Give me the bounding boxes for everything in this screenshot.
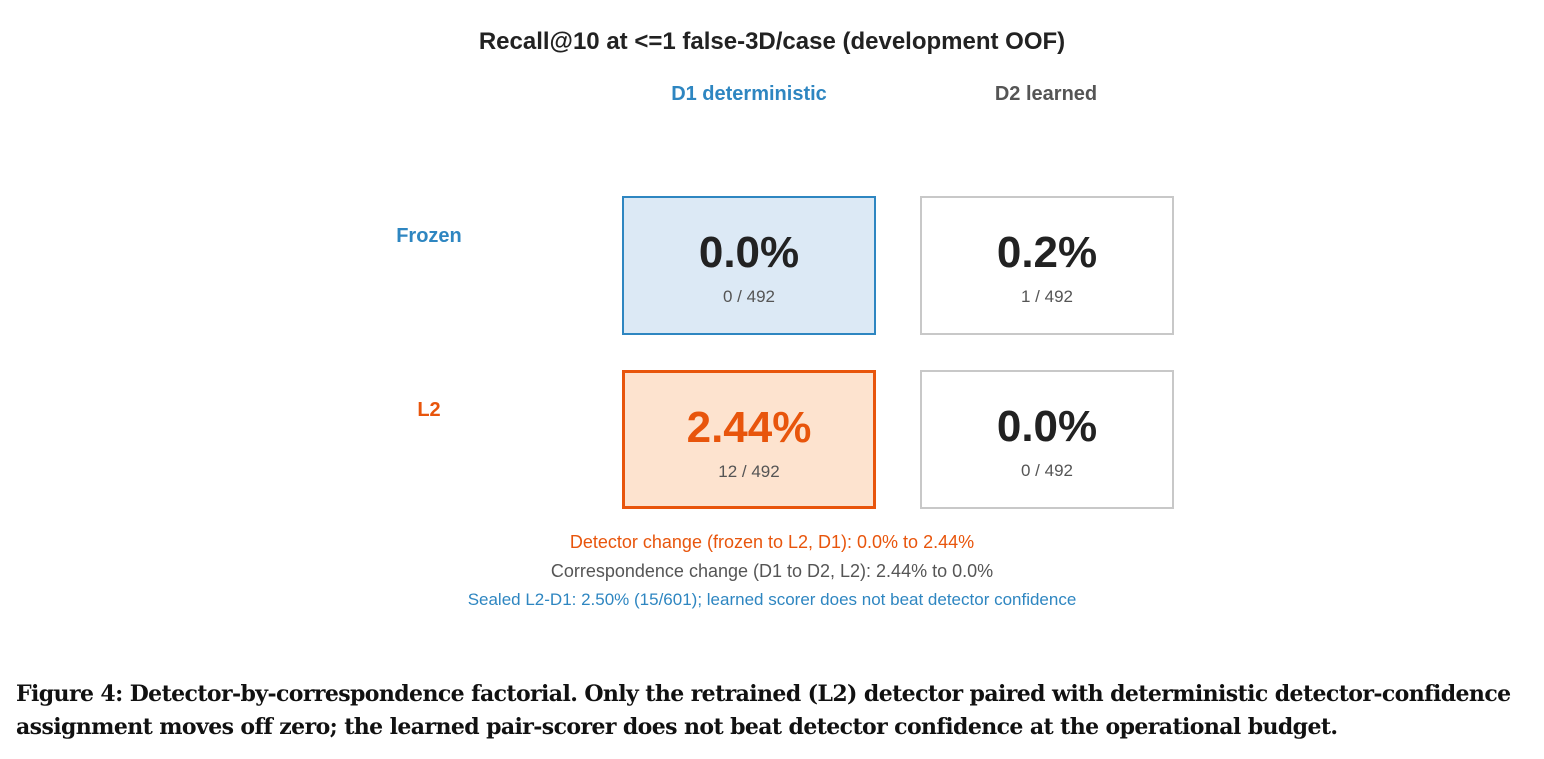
cell-l2-d1: 2.44% 12 / 492 xyxy=(622,370,876,509)
cell-frozen-d1: 0.0% 0 / 492 xyxy=(622,196,876,335)
cell-fraction: 1 / 492 xyxy=(1021,287,1073,306)
cell-fraction: 0 / 492 xyxy=(723,287,775,306)
cell-fraction: 0 / 492 xyxy=(1021,461,1073,480)
figure-title: Recall@10 at <=1 false-3D/case (developm… xyxy=(478,28,1066,55)
cell-value: 2.44% xyxy=(686,403,812,452)
row-header-l2: L2 xyxy=(417,399,441,421)
cell-frozen-d2: 0.2% 1 / 492 xyxy=(920,196,1174,335)
note-detector-change: Detector change (frozen to L2, D1): 0.0%… xyxy=(569,532,975,552)
row-header-frozen: Frozen xyxy=(396,225,462,247)
cell-value: 0.0% xyxy=(996,402,1098,451)
figure-caption: Figure 4: Detector-by-correspondence fac… xyxy=(16,681,1511,740)
cell-l2-d2: 0.0% 0 / 492 xyxy=(920,370,1174,509)
column-header-d1: D1 deterministic xyxy=(671,83,827,105)
note-correspondence-change: Correspondence change (D1 to D2, L2): 2.… xyxy=(550,561,994,581)
note-sealed: Sealed L2-D1: 2.50% (15/601); learned sc… xyxy=(467,590,1077,609)
cell-value: 0.0% xyxy=(698,228,800,277)
cell-value: 0.2% xyxy=(996,228,1098,277)
factorial-figure: Recall@10 at <=1 false-3D/case (developm… xyxy=(396,28,1174,609)
column-header-d2: D2 learned xyxy=(994,83,1098,105)
cell-fraction: 12 / 492 xyxy=(718,462,780,481)
